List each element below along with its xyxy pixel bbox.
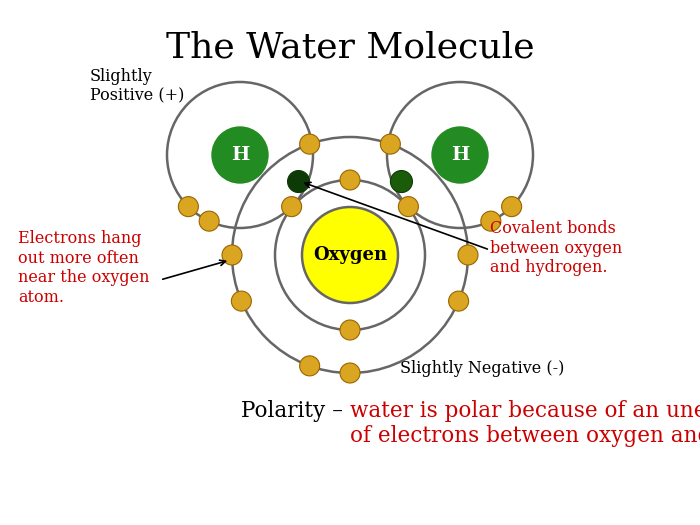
Circle shape <box>340 363 360 383</box>
Circle shape <box>391 171 412 193</box>
Circle shape <box>199 211 219 231</box>
Circle shape <box>167 82 313 228</box>
Text: H: H <box>451 146 469 164</box>
Text: Slightly Negative (-): Slightly Negative (-) <box>400 360 564 377</box>
Circle shape <box>458 245 478 265</box>
Circle shape <box>281 197 302 217</box>
Text: water is polar because of an uneven distribution
of electrons between oxygen and: water is polar because of an uneven dist… <box>350 400 700 447</box>
Text: H: H <box>231 146 249 164</box>
Circle shape <box>481 211 501 231</box>
Circle shape <box>288 171 309 193</box>
Text: Slightly
Positive (+): Slightly Positive (+) <box>90 68 184 104</box>
Circle shape <box>502 197 522 217</box>
Text: Covalent bonds
between oxygen
and hydrogen.: Covalent bonds between oxygen and hydrog… <box>490 220 622 276</box>
Text: Polarity –: Polarity – <box>241 400 350 422</box>
Circle shape <box>212 127 268 183</box>
Text: The Water Molecule: The Water Molecule <box>166 30 534 64</box>
Circle shape <box>380 134 400 154</box>
Circle shape <box>178 197 198 217</box>
Circle shape <box>432 127 488 183</box>
Text: Oxygen: Oxygen <box>313 246 387 264</box>
Circle shape <box>302 207 398 303</box>
Circle shape <box>449 291 468 311</box>
Circle shape <box>232 291 251 311</box>
Circle shape <box>387 82 533 228</box>
Circle shape <box>222 245 242 265</box>
Circle shape <box>300 134 320 154</box>
Text: Electrons hang
out more often
near the oxygen
atom.: Electrons hang out more often near the o… <box>18 230 150 306</box>
Circle shape <box>398 197 419 217</box>
Circle shape <box>340 320 360 340</box>
Circle shape <box>300 356 320 376</box>
Circle shape <box>340 170 360 190</box>
